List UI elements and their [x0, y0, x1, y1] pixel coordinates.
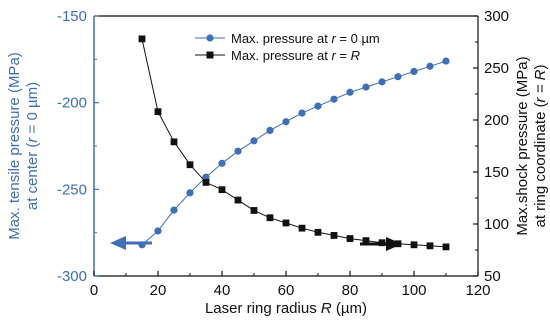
data-point [218, 159, 226, 167]
data-point [282, 219, 290, 227]
data-point [186, 161, 194, 169]
right-tick-label: 150 [484, 164, 509, 181]
data-point [186, 189, 194, 197]
x-tick-label: 40 [214, 282, 231, 299]
data-point [314, 102, 322, 110]
data-point [330, 95, 338, 103]
series-line [141, 38, 447, 248]
data-point [410, 67, 418, 76]
left-y-ticks: -300 -250 -200 -150 [57, 8, 99, 285]
data-point [202, 179, 210, 186]
x-tick-label: 20 [150, 282, 167, 299]
svg-text:Max. tensile pressure (MPa): Max. tensile pressure (MPa) [6, 52, 23, 240]
series-line [141, 60, 447, 246]
x-tick-label: 0 [90, 282, 98, 299]
x-tick-label: 100 [401, 282, 426, 299]
data-point [266, 214, 274, 222]
x-tick-label: 80 [342, 282, 359, 299]
svg-text:Max.shock pressure (MPa): Max.shock pressure (MPa) [514, 56, 531, 235]
data-point [234, 147, 242, 155]
data-point [330, 232, 338, 239]
left-y-axis-title: Max. tensile pressure (MPa) at center (r… [6, 52, 41, 240]
data-point [202, 173, 210, 181]
data-point [250, 137, 258, 145]
legend-label-ring: Max. pressure at r = R [231, 48, 360, 63]
legend-item-ring: Max. pressure at r = R [195, 48, 360, 63]
left-tick-label: -200 [57, 95, 87, 112]
data-point [442, 243, 450, 251]
data-point [250, 207, 258, 214]
data-point [282, 118, 290, 126]
legend: Max. pressure at r = 0 µm Max. pressure … [195, 31, 380, 63]
legend-square-marker [206, 51, 214, 59]
data-point [394, 73, 402, 81]
data-point [442, 57, 450, 65]
right-tick-label: 250 [484, 60, 509, 77]
svg-text:at center (r = 0 µm): at center (r = 0 µm) [24, 82, 41, 210]
left-tick-label: -150 [57, 8, 87, 25]
data-point [138, 35, 146, 43]
right-tick-label: 100 [484, 216, 509, 233]
data-point [298, 224, 306, 232]
data-point [346, 235, 354, 242]
data-point [362, 237, 370, 245]
data-point [234, 196, 242, 204]
data-point [314, 228, 322, 236]
data-point [346, 88, 354, 96]
data-point [362, 83, 370, 91]
right-y-ticks: 50 100 150 200 250 300 [473, 8, 509, 285]
legend-circle-marker [206, 34, 214, 42]
x-axis-title: Laser ring radius R (µm) [205, 300, 367, 317]
data-point [218, 186, 226, 194]
data-point [154, 108, 162, 116]
left-tick-label: -300 [57, 268, 87, 285]
data-point [298, 109, 306, 117]
data-point [170, 138, 178, 146]
legend-label-center: Max. pressure at r = 0 µm [231, 31, 380, 46]
x-ticks: 0 20 40 60 80 100 120 [90, 271, 491, 299]
right-tick-label: 50 [484, 268, 501, 285]
x-tick-label: 120 [465, 282, 490, 299]
series-tensile-center [138, 57, 450, 249]
data-point [266, 126, 274, 134]
left-tick-label: -250 [57, 181, 87, 198]
data-point [170, 206, 178, 214]
x-tick-label: 60 [278, 282, 295, 299]
series-shock-ring [138, 35, 450, 251]
right-axis-arrow [360, 237, 402, 251]
data-point [154, 227, 162, 235]
data-point [378, 78, 386, 86]
legend-item-center: Max. pressure at r = 0 µm [195, 31, 380, 46]
left-axis-arrow [110, 236, 152, 250]
right-tick-label: 300 [484, 8, 509, 25]
data-point [410, 241, 418, 249]
data-point [426, 242, 434, 250]
data-point [426, 62, 434, 70]
right-y-axis-title: Max.shock pressure (MPa) at ring coordin… [514, 56, 549, 235]
svg-text:at ring coordinate (r = R): at ring coordinate (r = R) [532, 64, 549, 227]
right-tick-label: 200 [484, 112, 509, 129]
